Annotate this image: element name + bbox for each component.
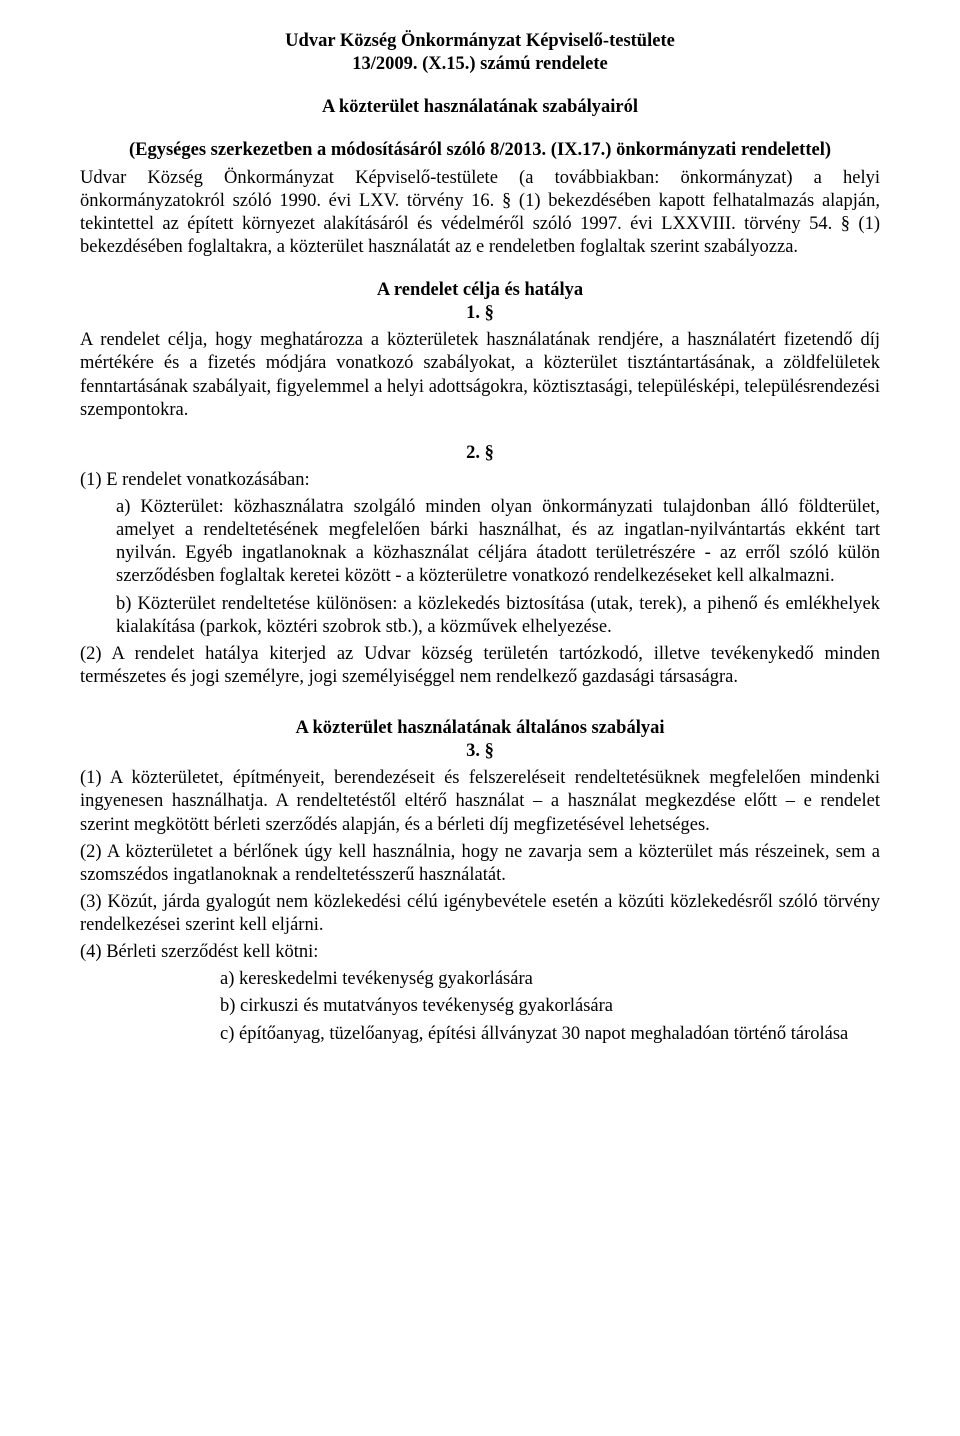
document-title: A közterület használatának szabályairól xyxy=(80,96,880,119)
preamble: Udvar Község Önkormányzat Képviselő-test… xyxy=(80,167,880,260)
decree-number: 13/2009. (X.15.) számú rendelete xyxy=(80,53,880,76)
section-3-p3: (3) Közút, járda gyalogút nem közlekedés… xyxy=(80,891,880,937)
document-page: Udvar Község Önkormányzat Képviselő-test… xyxy=(0,0,960,1436)
section-3-p4-c: c) építőanyag, tüzelőanyag, építési állv… xyxy=(80,1023,880,1046)
section-2-number: 2. § xyxy=(80,442,880,465)
section-1-heading: A rendelet célja és hatálya xyxy=(80,279,880,302)
section-3-heading: A közterület használatának általános sza… xyxy=(80,717,880,740)
section-2-p1-lead: (1) E rendelet vonatkozásában: xyxy=(80,469,880,492)
section-3-p4-a: a) kereskedelmi tevékenység gyakorlására xyxy=(80,968,880,991)
section-2-p1-b: b) Közterület rendeltetése különösen: a … xyxy=(80,593,880,639)
section-2-p2: (2) A rendelet hatálya kiterjed az Udvar… xyxy=(80,643,880,689)
section-3-number: 3. § xyxy=(80,740,880,763)
section-2-p1-a: a) Közterület: közhasználatra szolgáló m… xyxy=(80,496,880,589)
section-3-p4-lead: (4) Bérleti szerződést kell kötni: xyxy=(80,941,880,964)
amendment-note: (Egységes szerkezetben a módosításáról s… xyxy=(80,139,880,162)
section-3-p2: (2) A közterületet a bérlőnek úgy kell h… xyxy=(80,841,880,887)
section-3-p1: (1) A közterületet, építményeit, berende… xyxy=(80,767,880,836)
section-1-number: 1. § xyxy=(80,302,880,325)
section-3-p4-b: b) cirkuszi és mutatványos tevékenység g… xyxy=(80,995,880,1018)
section-1-body: A rendelet célja, hogy meghatározza a kö… xyxy=(80,329,880,422)
issuer-line: Udvar Község Önkormányzat Képviselő-test… xyxy=(80,30,880,53)
